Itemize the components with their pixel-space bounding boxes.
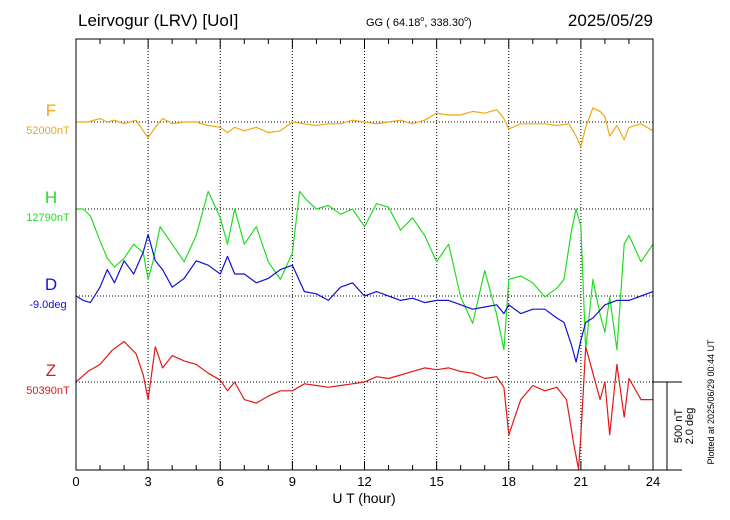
date-label: 2025/05/29 bbox=[568, 11, 653, 30]
x-tick-label: 6 bbox=[217, 474, 224, 489]
plot-frame bbox=[75, 38, 654, 471]
series-group bbox=[75, 107, 654, 470]
scale-bar: 500 nT 2.0 deg bbox=[653, 381, 696, 471]
series-line-f bbox=[76, 107, 654, 148]
x-tick-label: 24 bbox=[646, 474, 660, 489]
series-name-f: F bbox=[46, 101, 56, 120]
x-tick-label: 21 bbox=[574, 474, 588, 489]
series-baseline-h: 12790nT bbox=[26, 212, 70, 224]
series-name-d: D bbox=[45, 275, 57, 294]
station-title: Leirvogur (LRV) [UoI] bbox=[78, 11, 238, 30]
x-tick-label: 15 bbox=[429, 474, 443, 489]
x-tick-label: 18 bbox=[502, 474, 516, 489]
coords-suffix: ) bbox=[468, 17, 472, 29]
series-baseline-f: 52000nT bbox=[26, 125, 70, 137]
plotted-note: Plotted at 2025/06/29 00:44 UT bbox=[706, 339, 716, 465]
x-tick-label: 12 bbox=[357, 474, 371, 489]
scale-bar-nt: 500 nT bbox=[673, 409, 685, 444]
series-line-z bbox=[75, 340, 653, 470]
series-line-d bbox=[75, 233, 654, 363]
series-name-h: H bbox=[45, 188, 57, 207]
x-tick-label: 0 bbox=[72, 474, 79, 489]
scale-bar-deg: 2.0 deg bbox=[684, 408, 696, 445]
degree-mark-lon: o bbox=[464, 16, 468, 23]
svg-text:GG ( 64.18o, 338.30o): GG ( 64.18o, 338.30o) bbox=[366, 16, 472, 29]
series-name-z: Z bbox=[46, 361, 56, 380]
coords-prefix: GG ( 64.18 bbox=[366, 17, 420, 29]
grid bbox=[76, 39, 653, 470]
x-tick-label: 9 bbox=[289, 474, 296, 489]
coords-mid: , 338.30 bbox=[424, 17, 464, 29]
series-labels: F 52000nT H 12790nT D -9.0deg Z 50390nT bbox=[26, 101, 70, 397]
series-baseline-z: 50390nT bbox=[26, 385, 70, 397]
x-axis-label: U T (hour) bbox=[332, 490, 395, 506]
x-tick-label: 3 bbox=[145, 474, 152, 489]
coordinates: GG ( 64.18o, 338.30o) bbox=[366, 16, 472, 29]
x-axis-ticks: 0 3 6 9 12 15 18 21 24 bbox=[72, 39, 660, 489]
series-baseline-d: -9.0deg bbox=[29, 299, 66, 311]
degree-mark-lat: o bbox=[420, 16, 424, 23]
